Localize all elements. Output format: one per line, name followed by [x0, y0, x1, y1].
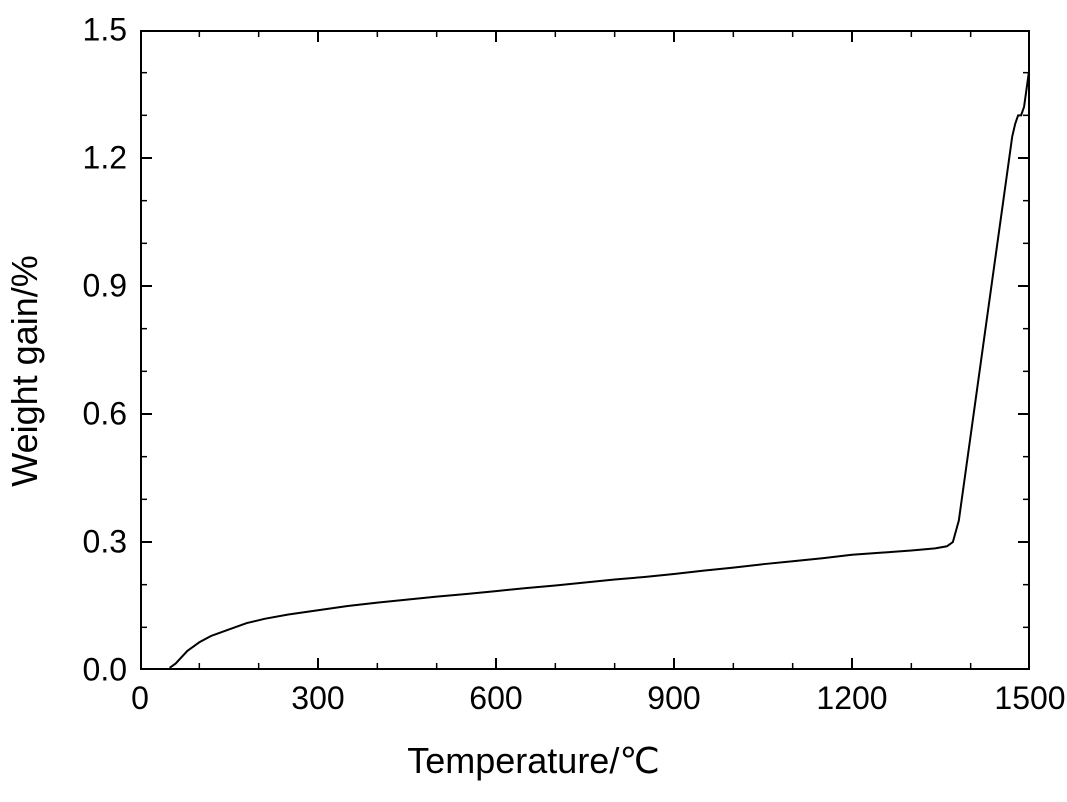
x-tick-label: 300 — [291, 680, 344, 717]
y-tick-label: 1.2 — [83, 140, 127, 177]
y-tick-label: 0.3 — [83, 524, 127, 561]
x-tick-label: 0 — [131, 680, 149, 717]
x-tick-label: 1200 — [816, 680, 887, 717]
y-tick-label: 0.9 — [83, 268, 127, 305]
chart-container — [140, 30, 1030, 670]
x-tick-label: 600 — [469, 680, 522, 717]
y-axis-label: Weight gain/% — [4, 255, 46, 486]
plot-area — [140, 30, 1030, 670]
x-tick-label: 900 — [647, 680, 700, 717]
x-axis-label: Temperature/℃ — [407, 740, 660, 782]
y-tick-label: 0.6 — [83, 396, 127, 433]
x-tick-label: 1500 — [994, 680, 1065, 717]
y-tick-label: 0.0 — [83, 652, 127, 689]
y-tick-label: 1.5 — [83, 12, 127, 49]
